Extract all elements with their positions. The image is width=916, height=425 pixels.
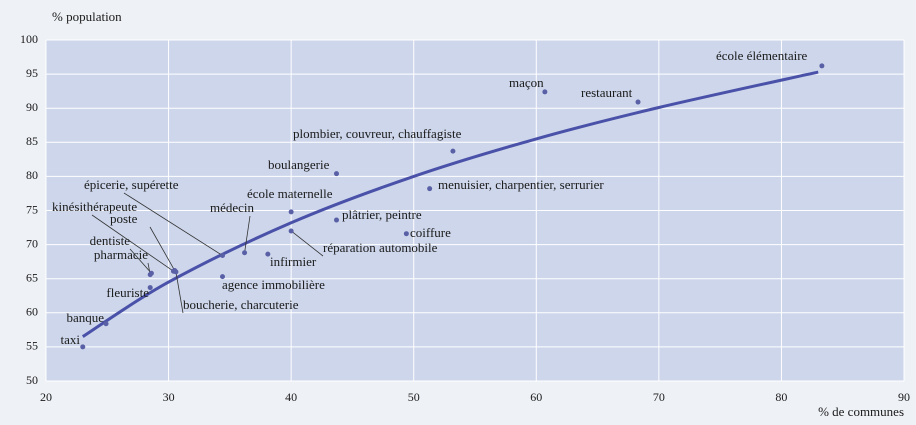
point [333,217,339,223]
y-tick-label: 100 [20,32,38,46]
y-tick-label: 85 [26,134,38,148]
point-label: agence immobilière [222,277,325,292]
point-label: dentiste [90,233,131,248]
x-axis-label: % de communes [818,404,904,419]
point-label: infirmier [270,254,317,269]
y-tick-label: 75 [26,202,38,216]
point [103,321,109,327]
point [288,209,294,215]
point [427,186,433,192]
x-tick-label: 90 [898,390,910,404]
x-tick-label: 20 [40,390,52,404]
y-tick-label: 70 [26,236,38,250]
x-tick-label: 80 [775,390,787,404]
x-tick-label: 60 [530,390,542,404]
x-tick-label: 70 [653,390,665,404]
point-label: poste [110,211,138,226]
y-tick-label: 50 [26,373,38,387]
point [173,269,179,275]
point [333,171,339,177]
point-label: réparation automobile [323,240,438,255]
point [220,274,226,280]
leader-line [91,214,174,272]
leader-line [123,192,223,256]
x-tick-label: 50 [408,390,420,404]
leader-line [175,271,184,314]
point [80,344,86,350]
point-label: médecin [210,200,255,215]
y-tick-label: 80 [26,168,38,182]
point-label: plombier, couvreur, chauffagiste [293,126,462,141]
point [635,99,641,105]
point-label: boulangerie [268,157,330,172]
point [242,250,248,256]
point [265,251,271,257]
point-label: taxi [61,332,81,347]
leader-line [129,248,152,274]
point-label: banque [66,310,104,325]
point [147,285,153,291]
point [403,231,409,237]
y-tick-label: 55 [26,339,38,353]
point [220,253,226,259]
point-label: école maternelle [247,186,333,201]
leader-line [290,230,324,257]
point-label: coiffure [410,225,451,240]
x-tick-label: 30 [163,390,175,404]
point [288,228,294,234]
point-label: restaurant [581,85,633,100]
point [148,270,154,276]
trend-line [81,70,819,338]
point-label: fleuriste [106,285,149,300]
point-label: épicerie, supérette [84,177,179,192]
point-label: kinésithérapeute [52,199,137,214]
y-tick-label: 95 [26,66,38,80]
point [819,63,825,69]
point [542,89,548,95]
point-label: maçon [509,75,544,90]
point-label: menuisier, charpentier, serrurier [438,177,604,192]
y-tick-label: 60 [26,305,38,319]
y-tick-label: 90 [26,100,38,114]
point-label: école élémentaire [716,48,808,63]
point [450,148,456,154]
point-label: boucherie, charcuterie [183,297,299,312]
leader-line [244,215,251,253]
y-tick-label: 65 [26,270,38,284]
x-tick-label: 40 [285,390,297,404]
y-axis-label: % population [52,9,122,24]
leader-line [149,226,176,271]
point-label: pharmacie [94,247,148,262]
point-label: plâtrier, peintre [342,207,422,222]
